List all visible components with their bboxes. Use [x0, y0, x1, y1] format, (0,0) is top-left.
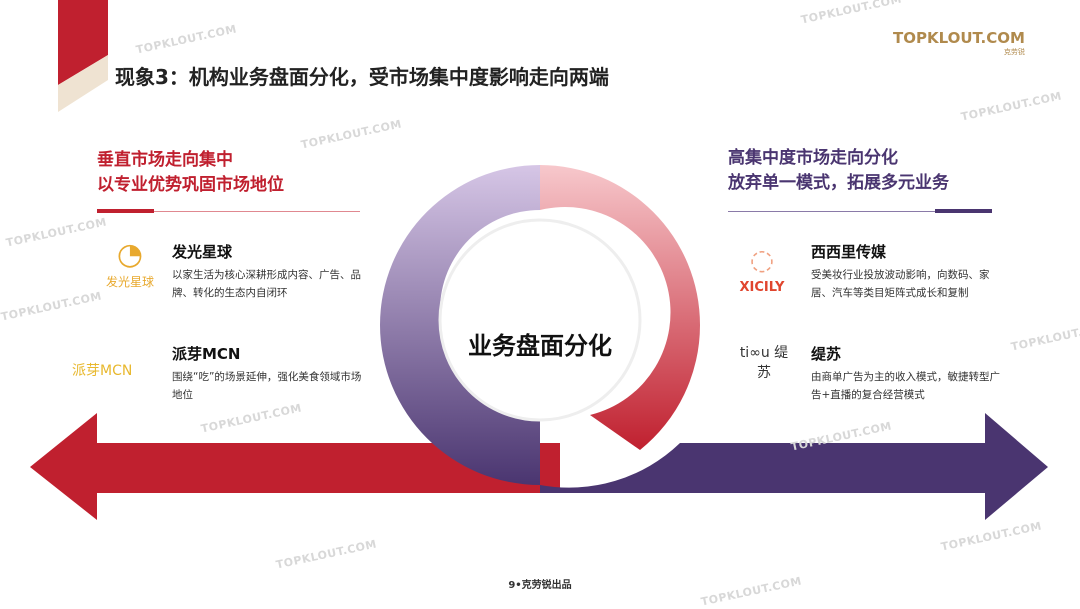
- right-heading: 高集中度市场走向分化放弃单一模式，拓展多元业务: [728, 146, 949, 196]
- item-name: 发光星球: [172, 243, 233, 261]
- footer: 9•克劳锐出品: [508, 580, 572, 591]
- item-desc: 受美妆行业投放波动影响，向数码、家居、汽车等类目矩阵式成长和复制: [811, 269, 990, 299]
- left-heading: 垂直市场走向集中以专业优势巩固市场地位: [97, 148, 284, 198]
- center-circle: [438, 218, 642, 422]
- left-divider: [97, 211, 360, 212]
- left-heading-line2: 以专业优势巩固市场地位: [97, 175, 284, 195]
- right-heading-line2: 放弃单一模式，拓展多元业务: [728, 173, 949, 193]
- faguang-logo-icon: ◔: [116, 237, 144, 272]
- item-name: 西西里传媒: [811, 243, 887, 261]
- corner-beige-triangle: [58, 55, 108, 112]
- item-desc: 围绕“吃”的场景延伸，强化美食领域市场地位: [172, 371, 362, 401]
- left-heading-line1: 垂直市场走向集中: [97, 150, 233, 170]
- xicily-logo-text: XICILY: [739, 280, 785, 295]
- item-desc: 以家生活为核心深耕形成内容、广告、品牌、转化的生态内自闭环: [172, 269, 361, 299]
- paiya-logo: 派芽MCN: [72, 363, 133, 379]
- right-divider: [728, 211, 992, 212]
- item-desc: 由商单广告为主的收入模式，敏捷转型广告+直播的复合经营模式: [811, 371, 1000, 401]
- xicily-logo: ◌ XICILY: [732, 240, 792, 295]
- red-arrow: [30, 413, 560, 520]
- right-heading-line1: 高集中度市场走向分化: [728, 148, 898, 168]
- ring-right-half: [540, 165, 701, 450]
- brand-logo: TOPKLOUT.COM 克劳锐: [893, 29, 1025, 56]
- tisu-logo: ti∞u 缇苏: [739, 345, 789, 381]
- purple-arrow: [540, 410, 1048, 520]
- faguang-logo-text: 发光星球: [105, 275, 154, 289]
- faguang-logo: ◔ 发光星球: [100, 237, 160, 290]
- item-name: 派芽MCN: [172, 345, 241, 363]
- page-title: 现象3：机构业务盘面分化，受市场集中度影响走向两端: [115, 65, 609, 89]
- xicily-logo-icon: ◌: [749, 243, 775, 276]
- center-label: 业务盘面分化: [468, 332, 612, 360]
- corner-red-triangle: [58, 0, 108, 85]
- item-name: 缇苏: [811, 345, 842, 363]
